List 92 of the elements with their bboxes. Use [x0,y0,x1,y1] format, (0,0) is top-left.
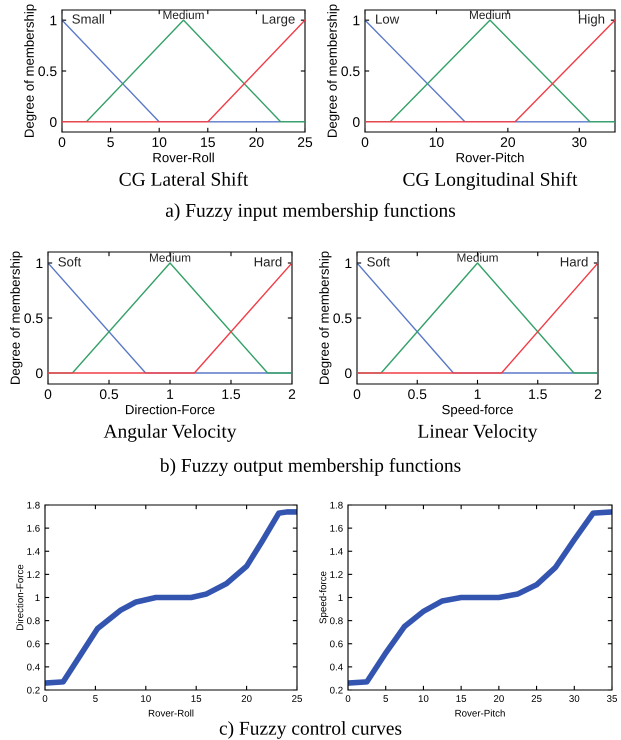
y-tick-label: 0 [50,117,57,128]
y-axis-title: Degree of membership [319,251,332,384]
y-tick-label: 1 [338,594,343,602]
series-label: Low [376,14,400,24]
y-tick-label: 0.4 [330,664,343,670]
text: CG Lateral Shift [120,172,248,186]
x-tick-label: 5 [93,695,98,702]
y-tick-label: 0.5 [341,66,360,76]
series-label: Soft [58,256,82,267]
text: Angular Velocity [104,424,236,442]
x-tick-label: 25 [292,695,302,702]
x-tick-label: 0 [362,137,368,148]
series-label: Soft [367,256,390,267]
x-tick-label: 20 [242,695,252,702]
text: Linear Velocity [418,424,538,442]
series-label: Large [262,14,295,26]
y-tick-label: 1.8 [27,502,40,509]
y-tick-label: 1.8 [330,502,343,509]
y-tick-label: 1 [35,594,40,602]
y-tick-label: 0.6 [330,640,343,648]
y-tick-label: 1 [353,16,360,26]
x-tick-label: 25 [298,137,312,148]
y-axis-title: Direction-Force [16,564,24,630]
series-label: Medium [470,10,510,20]
y-tick-label: 1.2 [27,571,40,578]
x-tick-label: 15 [201,137,215,148]
x-tick-label: 30 [569,695,580,702]
text: a) Fuzzy input membership functions [166,203,456,221]
y-tick-label: 0.4 [27,664,40,670]
x-tick-label: 0.5 [100,389,118,400]
y-tick-label: 0.8 [27,617,40,624]
x-axis-title: Rover-Roll [148,709,194,717]
x-tick-label: 10 [430,137,444,148]
y-tick-label: 1 [345,258,352,268]
x-tick-label: 20 [494,695,504,702]
y-tick-label: 0.2 [330,686,343,694]
text: c) Fuzzy control curves [220,721,402,739]
x-tick-label: 1.5 [529,389,547,400]
x-tick-label: 35 [606,695,617,702]
text: CG Longitudinal Shift [403,172,578,190]
x-tick-label: 1 [474,389,481,399]
x-tick-label: 1 [167,389,174,399]
y-tick-label: 1 [36,258,42,268]
x-axis-title: Rover-Pitch [455,709,505,717]
series-label: Medium [457,253,498,262]
y-tick-label: 0.2 [27,686,40,694]
x-tick-label: 0.5 [408,389,426,400]
x-axis-title: Speed-force [442,404,513,417]
x-axis-title: Rover-Roll [153,152,214,162]
series-label: Medium [163,10,204,20]
y-tick-label: 1.6 [27,524,40,532]
y-tick-label: 1.2 [330,571,343,578]
series-label: Hard [560,256,588,267]
y-tick-label: 0.8 [330,617,343,624]
x-tick-label: 10 [141,695,151,702]
y-tick-label: 0.5 [333,313,352,324]
x-tick-label: 20 [500,137,516,148]
y-axis-title: Degree of membership [24,4,36,138]
y-tick-label: 0 [352,117,360,128]
y-axis-title: Speed-force [319,571,328,624]
series-label: Small [72,14,104,24]
text: b) Fuzzy output membership functions [160,458,460,476]
y-tick-label: 1.4 [330,548,343,555]
x-tick-label: 2 [594,389,602,399]
x-tick-label: 0 [58,137,66,148]
y-tick-label: 0.5 [24,313,43,324]
x-tick-label: 10 [418,695,428,702]
x-tick-label: 30 [572,137,586,148]
y-tick-label: 0.5 [38,66,57,76]
y-tick-label: 1 [50,16,56,26]
x-axis-title: Rover-Pitch [456,152,524,162]
series-label: Hard [254,256,282,267]
x-tick-label: 10 [152,137,166,148]
y-tick-label: 0.6 [27,640,40,648]
y-tick-label: 1.4 [27,548,40,555]
y-tick-label: 0 [344,368,352,378]
x-tick-label: 15 [192,695,202,702]
x-tick-label: 5 [383,695,388,702]
y-axis-title: Degree of membership [10,251,22,384]
x-tick-label: 2 [288,389,296,399]
x-tick-label: 1.5 [222,389,240,400]
series-label: High [578,14,604,26]
x-tick-label: 15 [456,695,466,702]
y-tick-label: 1.6 [330,524,343,532]
y-axis-title: Degree of membership [327,4,340,138]
x-tick-label: 20 [249,137,264,148]
series-label: Medium [150,253,190,262]
x-tick-label: 25 [532,695,542,702]
x-tick-label: 0 [42,695,48,702]
x-tick-label: 5 [107,137,114,148]
y-tick-label: 0 [36,368,43,378]
x-axis-title: Direction-Force [126,404,215,414]
